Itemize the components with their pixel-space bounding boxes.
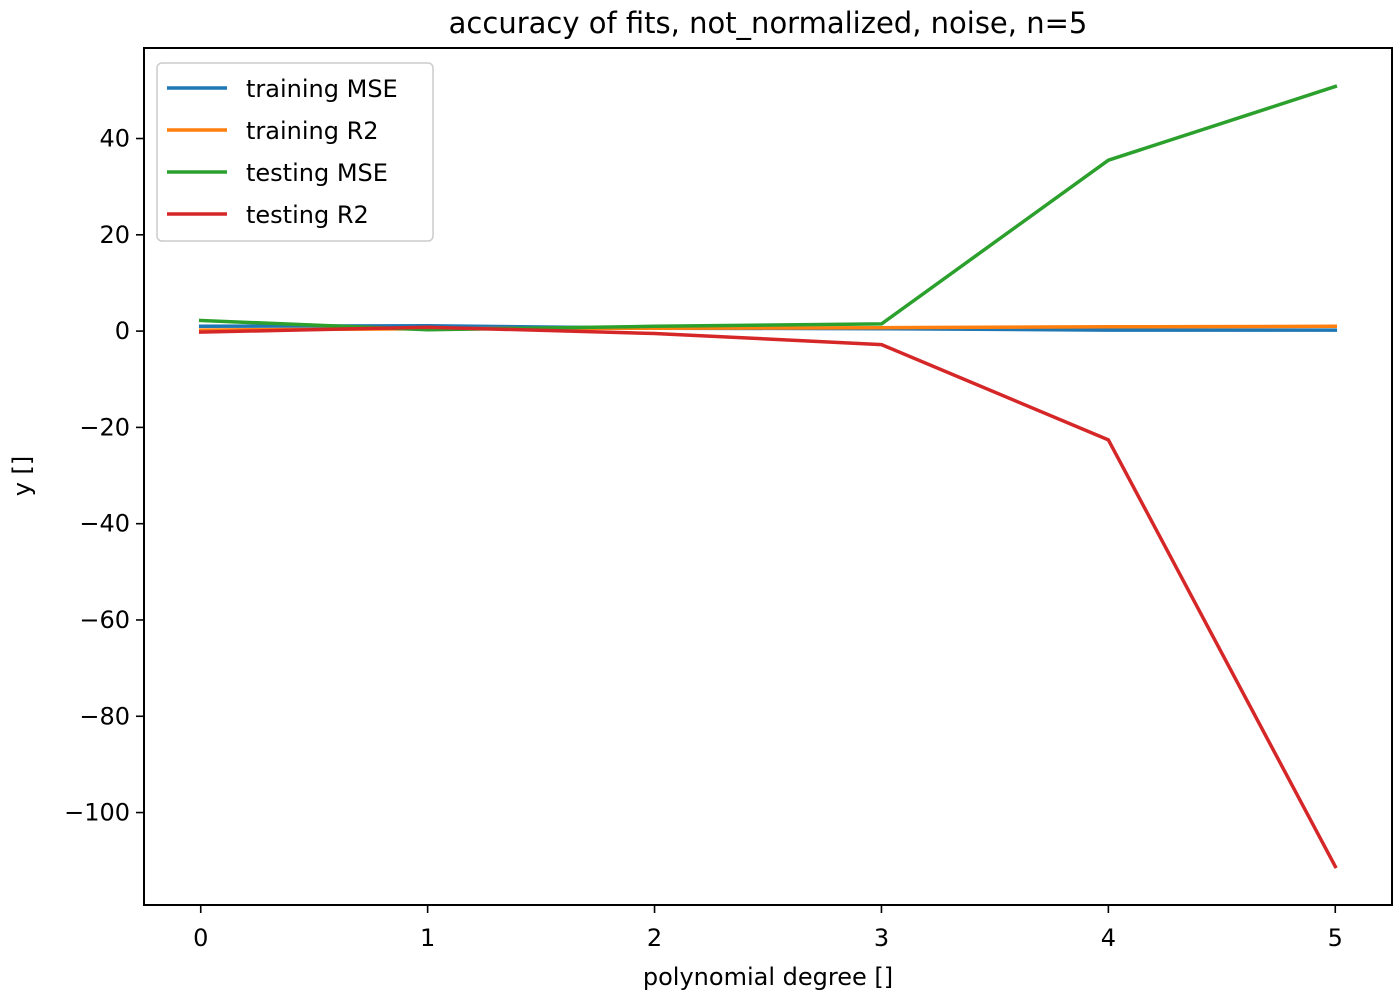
x-tick-label: 2 [647, 924, 662, 952]
y-axis-label: y [] [8, 456, 36, 497]
y-tick-label: −80 [79, 702, 130, 730]
legend-label-training-r2: training R2 [246, 117, 379, 145]
legend-label-testing-mse: testing MSE [246, 159, 388, 187]
series-layer [198, 84, 1338, 869]
y-tick-label: −20 [79, 413, 130, 441]
x-axis-label: polynomial degree [] [643, 963, 893, 991]
y-tick-label: 0 [115, 317, 130, 345]
legend-box [156, 62, 434, 242]
x-tick-label: 3 [874, 924, 889, 952]
x-tick-label: 5 [1328, 924, 1343, 952]
legend: training MSE training R2 testing MSE testin… [156, 62, 434, 242]
x-tick-label: 1 [420, 924, 435, 952]
y-tick-label: −40 [79, 510, 130, 538]
legend-label-testing-r2: testing R2 [246, 201, 369, 229]
x-axis: 0 1 2 3 4 5 [193, 905, 1343, 952]
legend-label-training-mse: training MSE [246, 75, 398, 103]
y-tick-label: 40 [99, 125, 130, 153]
x-tick-label: 4 [1101, 924, 1116, 952]
x-tick-label: 0 [193, 924, 208, 952]
y-axis: −100 −80 −60 −40 −20 0 20 40 [64, 125, 144, 827]
plot-frame [143, 47, 1393, 906]
series-line-testing-r2 [198, 325, 1338, 869]
y-tick-label: 20 [99, 221, 130, 249]
y-tick-label: −100 [64, 799, 130, 827]
chart-title: accuracy of fits, not_normalized, noise,… [449, 6, 1088, 40]
y-tick-label: −60 [79, 606, 130, 634]
